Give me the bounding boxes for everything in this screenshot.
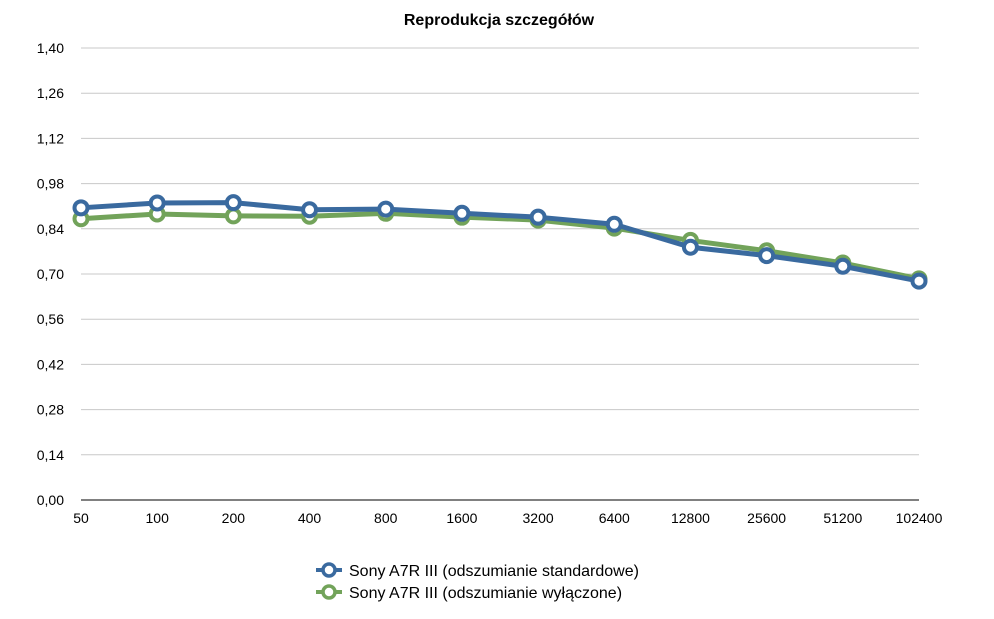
y-tick-label: 1,26	[37, 85, 64, 101]
series-1-point	[834, 257, 852, 275]
series-1-point	[453, 204, 471, 222]
series-layer	[72, 194, 928, 290]
series-1-point	[72, 199, 90, 217]
x-tick-label: 100	[146, 510, 170, 526]
series-2-line	[78, 210, 922, 282]
legend-item-1: Sony A7R III (odszumianie standardowe)	[316, 562, 639, 580]
legend-marker	[321, 562, 337, 578]
x-tick-label: 6400	[599, 510, 630, 526]
chart-title: Reprodukcja szczegółów	[404, 12, 595, 29]
x-tick-label: 25600	[747, 510, 786, 526]
legend-item-2: Sony A7R III (odszumianie wyłączone)	[316, 584, 622, 602]
series-1-point	[301, 201, 319, 219]
y-tick-label: 0,14	[37, 447, 64, 463]
y-tick-label: 1,12	[37, 130, 64, 146]
y-axis-tick-labels: 0,00 0,14 0,28 0,42 0,56 0,70 0,84 0,98 1,12 1,26…	[37, 40, 64, 508]
series-1-point	[148, 194, 166, 212]
series-1-point	[224, 194, 242, 212]
series-1-point	[377, 200, 395, 218]
y-tick-label: 0,28	[37, 402, 64, 418]
x-tick-label: 1600	[446, 510, 477, 526]
x-tick-label: 800	[374, 510, 398, 526]
series-1-point	[910, 272, 928, 290]
x-tick-label: 3200	[523, 510, 554, 526]
series-1	[72, 194, 928, 290]
series-1-point	[758, 247, 776, 265]
x-tick-label: 400	[298, 510, 322, 526]
y-tick-label: 0,98	[37, 176, 64, 192]
x-tick-label: 102400	[896, 510, 943, 526]
y-tick-label: 0,42	[37, 356, 64, 372]
series-1-point	[681, 238, 699, 256]
series-1-line	[78, 200, 922, 284]
x-tick-label: 51200	[823, 510, 862, 526]
legend-label: Sony A7R III (odszumianie standardowe)	[349, 563, 639, 580]
x-tick-label: 200	[222, 510, 246, 526]
legend-marker	[321, 584, 337, 600]
y-tick-label: 1,40	[37, 40, 64, 56]
series-1-point	[605, 215, 623, 233]
grid-lines	[81, 47, 919, 456]
x-tick-label: 12800	[671, 510, 710, 526]
series-2-point	[224, 207, 242, 225]
x-axis-tick-labels: 50 100 200 400 800 1600 3200 6400 12800 25600 5120…	[73, 510, 942, 526]
y-tick-label: 0,84	[37, 221, 64, 237]
y-tick-label: 0,56	[37, 311, 64, 327]
legend-label: Sony A7R III (odszumianie wyłączone)	[349, 585, 622, 602]
series-1-point	[529, 208, 547, 226]
legend: Sony A7R III (odszumianie standardowe) So…	[316, 562, 639, 602]
y-tick-label: 0,70	[37, 266, 64, 282]
x-tick-label: 50	[73, 510, 89, 526]
y-tick-label: 0,00	[37, 492, 64, 508]
